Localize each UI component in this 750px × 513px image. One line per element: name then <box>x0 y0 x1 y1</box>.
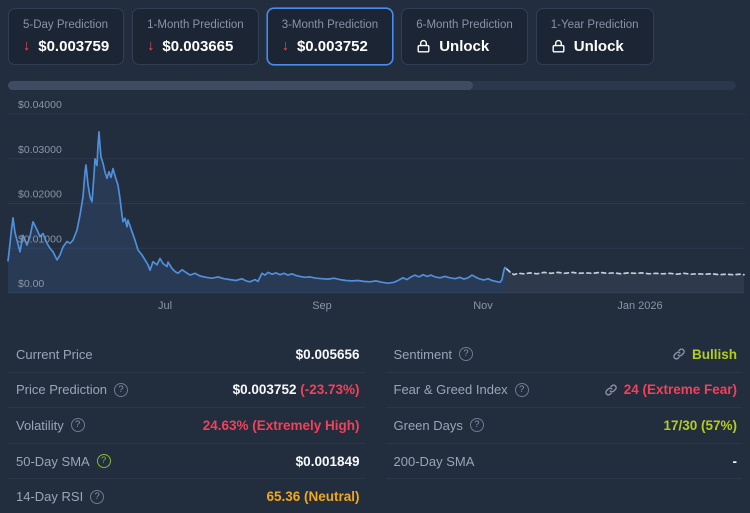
help-icon[interactable]: ? <box>70 418 85 433</box>
price-chart[interactable]: $0.04000 $0.03000 $0.02000 $0.01000 $0.00 Jul… <box>0 90 750 315</box>
help-icon-green[interactable]: ? <box>96 454 111 469</box>
y-axis-label: $0.02000 <box>18 189 62 201</box>
stat-value: - <box>732 453 738 469</box>
stat-value: $0.001849 <box>295 453 360 469</box>
card-label: 1-Year Prediction <box>550 19 639 31</box>
historical-price-area <box>8 131 507 293</box>
y-axis-label: $0.03000 <box>18 144 62 156</box>
stat-value: Bullish <box>691 346 737 362</box>
x-axis-label: Jan 2026 <box>617 300 662 312</box>
stat-value-suffix: (-23.73%) <box>296 382 360 398</box>
y-axis-label: $0.04000 <box>18 99 62 111</box>
stat-row-sentiment: Sentiment? Bullish <box>385 337 742 373</box>
y-axis-label: $0.01000 <box>18 233 62 245</box>
down-arrow-icon: ↓ <box>23 38 31 54</box>
stat-label: Volatility <box>16 417 64 433</box>
stat-row-current-price: Current Price $0.005656 <box>8 337 365 373</box>
link-icon <box>604 384 617 396</box>
stat-value: $0.005656 <box>295 346 360 362</box>
stat-label: 50-Day SMA <box>16 453 90 469</box>
link-icon <box>673 348 685 360</box>
stat-value: 17/30 (57%) <box>663 417 737 433</box>
stat-label: Price Prediction <box>16 382 108 398</box>
help-icon[interactable]: ? <box>469 418 484 433</box>
stat-label: Sentiment <box>393 346 453 362</box>
stat-label: 14-Day RSI <box>16 489 84 505</box>
stat-row-green-days: Green Days? 17/30 (57%) <box>385 408 742 444</box>
chart-scrollbar[interactable] <box>8 81 736 90</box>
card-value: $0.003665 <box>162 38 234 55</box>
prediction-cards: 5-Day Prediction ↓ $0.003759 1-Month Pre… <box>8 8 654 65</box>
stat-value: 65.36 (Neutral) <box>266 489 360 505</box>
stat-value: 24.63% (Extremely High) <box>202 417 360 433</box>
predicted-price-line <box>506 268 745 276</box>
y-axis-label: $0.00 <box>18 278 44 290</box>
stat-row-50-day-sma: 50-Day SMA? $0.001849 <box>8 444 365 480</box>
stat-row-volatility: Volatility? 24.63% (Extremely High) <box>8 408 365 444</box>
card-label: 5-Day Prediction <box>23 19 109 31</box>
card-value: $0.003752 <box>296 38 368 55</box>
stat-label: Current Price <box>16 346 93 362</box>
stat-label: Green Days <box>393 417 463 433</box>
prediction-card-1-month[interactable]: 1-Month Prediction ↓ $0.003665 <box>132 8 259 65</box>
prediction-card-1-year[interactable]: 1-Year Prediction Unlock <box>535 8 654 65</box>
card-label: 6-Month Prediction <box>416 19 513 31</box>
help-icon[interactable]: ? <box>514 382 529 397</box>
help-icon[interactable]: ? <box>90 489 105 504</box>
down-arrow-icon: ↓ <box>147 38 155 54</box>
x-axis-label: Sep <box>312 300 332 312</box>
stat-value: $0.003752 <box>232 382 297 398</box>
prediction-card-6-month[interactable]: 6-Month Prediction Unlock <box>401 8 528 65</box>
predicted-price-area <box>507 269 744 293</box>
x-axis-label: Nov <box>473 300 493 312</box>
card-label: 3-Month Prediction <box>281 19 379 31</box>
stats-column-left: Current Price $0.005656 Price Prediction… <box>8 337 365 513</box>
historical-price-line <box>7 131 508 285</box>
down-arrow-icon: ↓ <box>281 38 289 54</box>
scrollbar-thumb[interactable] <box>8 81 473 90</box>
stat-value: 24 (Extreme Fear) <box>623 382 737 398</box>
stats-column-right: Sentiment? Bullish Fear & Greed Index? 2… <box>385 337 742 513</box>
stat-label: 200-Day SMA <box>393 453 475 469</box>
lock-icon <box>552 39 565 53</box>
card-label: 1-Month Prediction <box>147 19 244 31</box>
prediction-card-5-day[interactable]: 5-Day Prediction ↓ $0.003759 <box>8 8 125 65</box>
prediction-card-3-month[interactable]: 3-Month Prediction ↓ $0.003752 <box>266 8 394 65</box>
stat-label: Fear & Greed Index <box>393 382 508 398</box>
stat-row-14-day-rsi: 14-Day RSI? 65.36 (Neutral) <box>8 479 365 513</box>
lock-icon <box>417 39 430 53</box>
stats-table: Current Price $0.005656 Price Prediction… <box>8 337 742 513</box>
x-axis-label: Jul <box>158 300 172 312</box>
help-icon[interactable]: ? <box>114 382 129 397</box>
stat-row-price-prediction: Price Prediction? $0.003752 (-23.73%) <box>8 373 365 409</box>
card-value: Unlock <box>439 38 490 55</box>
card-value: $0.003759 <box>38 38 110 55</box>
stat-row-200-day-sma: 200-Day SMA - <box>385 444 742 480</box>
help-icon[interactable]: ? <box>459 347 474 362</box>
card-value: Unlock <box>573 38 624 55</box>
stat-row-fear-greed-index: Fear & Greed Index? 24 (Extreme Fear) <box>385 373 742 409</box>
